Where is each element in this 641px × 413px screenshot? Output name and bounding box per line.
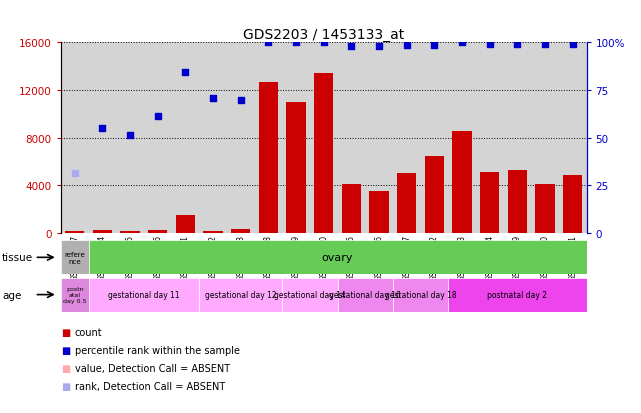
Point	[180, 70, 190, 76]
Text: ■: ■	[61, 381, 70, 391]
Point	[236, 97, 246, 104]
Bar	[425, 156, 444, 233]
Title: GDS2203 / 1453133_at: GDS2203 / 1453133_at	[243, 28, 404, 43]
Bar	[480, 173, 499, 233]
Bar	[259, 83, 278, 233]
Point	[540, 41, 550, 48]
Point	[125, 133, 135, 139]
Bar	[148, 231, 167, 233]
Point	[567, 41, 578, 48]
Bar	[65, 232, 85, 233]
Point	[70, 171, 80, 177]
Bar	[199, 278, 282, 312]
Bar	[176, 216, 195, 233]
Bar	[369, 192, 388, 233]
Bar	[203, 231, 222, 233]
Text: tissue: tissue	[2, 253, 33, 263]
Text: percentile rank within the sample: percentile rank within the sample	[75, 345, 240, 355]
Text: postn
atal
day 0.5: postn atal day 0.5	[63, 287, 87, 303]
Bar	[508, 171, 527, 233]
Point	[401, 43, 412, 49]
Bar	[448, 278, 587, 312]
Text: rank, Detection Call = ABSENT: rank, Detection Call = ABSENT	[75, 381, 225, 391]
Bar	[88, 278, 199, 312]
Bar	[314, 74, 333, 233]
Point	[153, 114, 163, 120]
Point	[208, 96, 218, 102]
Text: postnatal day 2: postnatal day 2	[487, 290, 547, 299]
Text: ■: ■	[61, 345, 70, 355]
Text: gestational day 18: gestational day 18	[385, 290, 456, 299]
Bar	[93, 230, 112, 233]
Text: gestational day 12: gestational day 12	[205, 290, 276, 299]
Text: gestational day 14: gestational day 14	[274, 290, 345, 299]
Point	[319, 40, 329, 47]
Text: age: age	[2, 290, 21, 300]
Point	[263, 40, 274, 47]
Bar	[61, 278, 88, 312]
Point	[485, 41, 495, 48]
Text: ■: ■	[61, 328, 70, 337]
Bar	[287, 103, 306, 233]
Point	[512, 41, 522, 48]
Point	[374, 44, 384, 50]
Text: ovary: ovary	[322, 253, 353, 263]
Point	[346, 44, 356, 50]
Bar	[393, 278, 448, 312]
Text: gestational day 16: gestational day 16	[329, 290, 401, 299]
Bar	[282, 278, 338, 312]
Bar	[342, 185, 361, 233]
Bar	[121, 231, 140, 233]
Bar	[453, 131, 472, 233]
Text: gestational day 11: gestational day 11	[108, 290, 179, 299]
Point	[291, 40, 301, 47]
Bar	[338, 278, 393, 312]
Text: value, Detection Call = ABSENT: value, Detection Call = ABSENT	[75, 363, 230, 373]
Point	[97, 126, 108, 132]
Text: count: count	[75, 328, 103, 337]
Bar	[231, 230, 251, 233]
Point	[429, 43, 440, 49]
Bar	[397, 174, 417, 233]
Point	[457, 40, 467, 47]
Bar	[61, 241, 88, 275]
Text: ■: ■	[61, 363, 70, 373]
Bar	[563, 175, 583, 233]
Text: refere
nce: refere nce	[64, 251, 85, 264]
Bar	[535, 185, 554, 233]
